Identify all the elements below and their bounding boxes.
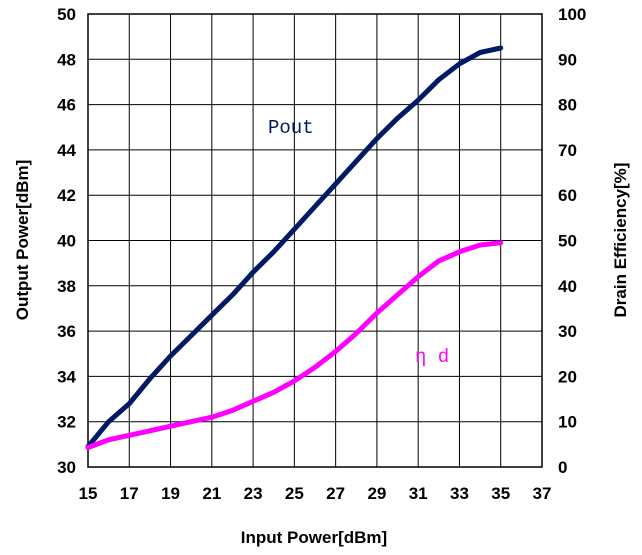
series-label-drain-efficiency: η d	[415, 346, 449, 368]
y-left-tick-label: 48	[57, 50, 76, 69]
y-right-tick-label: 60	[558, 186, 577, 205]
y-left-tick-label: 30	[57, 458, 76, 477]
y-right-tick-label: 40	[558, 277, 577, 296]
y-right-tick-label: 30	[558, 322, 577, 341]
x-tick-label: 17	[120, 484, 139, 503]
x-tick-label: 25	[285, 484, 304, 503]
y-left-tick-label: 44	[57, 141, 76, 160]
y-right-tick-label: 50	[558, 232, 577, 251]
x-tick-label: 23	[244, 484, 263, 503]
y-left-axis-title: Output Power[dBm]	[13, 160, 32, 321]
plot-frame	[87, 13, 543, 468]
y-right-axis-title: Drain Efficiency[%]	[611, 163, 630, 318]
x-tick-label: 31	[409, 484, 428, 503]
x-tick-label: 37	[533, 484, 552, 503]
y-right-tick-label: 80	[558, 96, 577, 115]
series-lines	[85, 45, 504, 450]
y-left-tick-labels: 30 32 34 36 38 40 42 44 46 48 50	[57, 5, 76, 477]
y-left-tick-label: 34	[57, 367, 76, 386]
y-right-tick-label: 90	[558, 50, 577, 69]
y-right-tick-label: 20	[558, 367, 577, 386]
y-left-tick-label: 38	[57, 277, 76, 296]
x-axis-title: Input Power[dBm]	[241, 528, 387, 547]
y-right-tick-labels: 0 10 20 30 40 50 60 70 80 90 100	[558, 5, 586, 477]
x-tick-labels: 15 17 19 21 23 25 27 29 31 33 35 37	[79, 484, 552, 503]
y-left-tick-label: 46	[57, 96, 76, 115]
x-tick-label: 19	[161, 484, 180, 503]
x-tick-label: 21	[202, 484, 221, 503]
y-left-tick-label: 40	[57, 232, 76, 251]
y-right-tick-label: 70	[558, 141, 577, 160]
series-line-drain-efficiency	[85, 240, 504, 450]
y-right-tick-label: 10	[558, 413, 577, 432]
y-left-tick-label: 36	[57, 322, 76, 341]
series-line-pout	[85, 45, 504, 450]
series-label-pout: Pout	[268, 117, 314, 139]
y-left-tick-label: 50	[57, 5, 76, 24]
x-tick-label: 15	[79, 484, 98, 503]
y-left-tick-label: 32	[57, 413, 76, 432]
y-left-tick-label: 42	[57, 186, 76, 205]
y-right-tick-label: 0	[558, 458, 567, 477]
x-tick-label: 33	[450, 484, 469, 503]
x-tick-label: 29	[367, 484, 386, 503]
y-right-tick-label: 100	[558, 5, 586, 24]
x-tick-label: 27	[326, 484, 345, 503]
x-tick-label: 35	[491, 484, 510, 503]
